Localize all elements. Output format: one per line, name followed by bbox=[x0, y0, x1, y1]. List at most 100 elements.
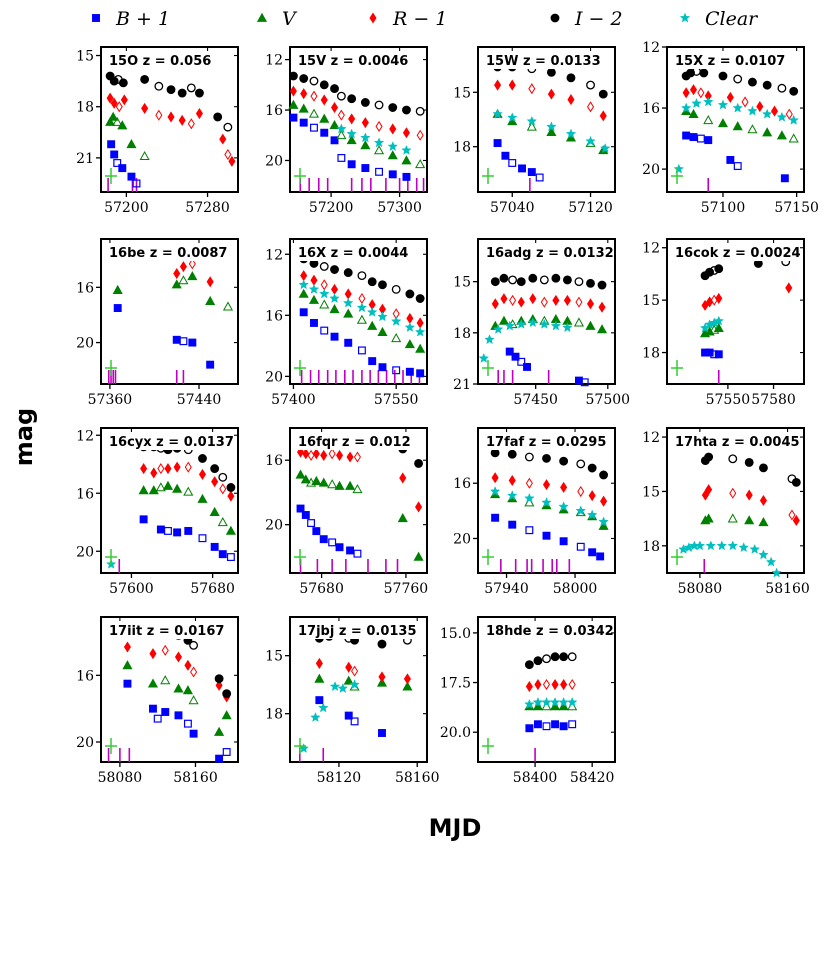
panel-label-bg bbox=[294, 52, 423, 69]
point-v-band bbox=[732, 121, 743, 131]
point-r-band bbox=[161, 644, 169, 656]
panel-15V: 57200 57300 12 16 20 15V z = 0.0046 bbox=[265, 46, 428, 216]
x-tick-label: 57360 bbox=[88, 392, 133, 408]
point-clear-band bbox=[599, 143, 611, 153]
point-i-band bbox=[789, 86, 799, 96]
point-i-band bbox=[402, 105, 411, 115]
point-b-band bbox=[107, 140, 116, 149]
point-v-band bbox=[377, 326, 388, 336]
point-v-band bbox=[402, 681, 413, 691]
point-r-band bbox=[517, 296, 525, 308]
point-r-band bbox=[110, 97, 118, 109]
point-r-band bbox=[542, 678, 551, 691]
legend-item-square: B + 1 bbox=[92, 8, 170, 30]
point-b-band bbox=[517, 357, 526, 366]
point-r-band bbox=[320, 449, 328, 461]
panel-label: 16X z = 0.0044 bbox=[298, 246, 408, 261]
point-b-band bbox=[226, 553, 235, 562]
point-r-band bbox=[508, 79, 516, 91]
point-i-band bbox=[309, 76, 319, 86]
point-b-band bbox=[511, 352, 520, 361]
legend-marker-circle bbox=[550, 13, 560, 23]
point-b-band bbox=[319, 535, 328, 544]
point-r-band bbox=[375, 120, 383, 132]
point-b-band bbox=[505, 347, 514, 356]
point-r-band bbox=[179, 261, 187, 273]
point-b-band bbox=[123, 679, 132, 688]
point-v-band bbox=[573, 317, 584, 327]
series-v-band bbox=[490, 313, 608, 334]
series-i-band bbox=[490, 448, 609, 480]
point-i-band bbox=[154, 81, 164, 91]
point-v-band bbox=[225, 525, 236, 535]
point-r-band bbox=[697, 87, 705, 99]
point-clear-band bbox=[298, 279, 309, 290]
y-tick-label: 16 bbox=[76, 486, 94, 502]
point-clear-band bbox=[516, 318, 527, 329]
point-b-band bbox=[320, 326, 329, 335]
point-i-band bbox=[223, 122, 233, 132]
point-clear-band bbox=[788, 114, 799, 125]
y-tick-label: 20 bbox=[265, 518, 283, 534]
point-b-band bbox=[301, 511, 310, 519]
point-b-band bbox=[357, 346, 366, 355]
point-b-band bbox=[780, 174, 789, 183]
point-r-band bbox=[224, 148, 232, 161]
point-clear-band bbox=[336, 123, 347, 134]
point-b-band bbox=[682, 131, 691, 140]
series-b-band bbox=[701, 348, 723, 359]
series-v-band bbox=[700, 513, 769, 527]
point-clear-band bbox=[727, 540, 739, 551]
y-tick-label: 17.5 bbox=[440, 676, 471, 692]
x-tick-label: 57300 bbox=[377, 200, 422, 216]
point-v-band bbox=[703, 115, 714, 125]
y-tick-label: 15 bbox=[265, 649, 283, 665]
point-v-band bbox=[762, 127, 773, 137]
point-r-band bbox=[547, 88, 555, 100]
point-i-band bbox=[551, 273, 561, 283]
point-r-band bbox=[215, 679, 223, 691]
point-r-band bbox=[416, 129, 424, 141]
point-clear-band bbox=[360, 132, 371, 143]
point-i-band bbox=[598, 89, 608, 99]
x-tick-label: 58080 bbox=[678, 581, 723, 597]
panel-frame bbox=[289, 238, 428, 385]
point-i-band bbox=[574, 277, 584, 287]
point-i-band bbox=[414, 459, 423, 468]
point-clear-band bbox=[765, 556, 777, 567]
point-r-band bbox=[525, 680, 533, 693]
point-r-band bbox=[328, 448, 336, 460]
point-v-band bbox=[197, 493, 208, 503]
point-v-band bbox=[329, 119, 340, 130]
point-clear-band bbox=[366, 306, 378, 317]
point-r-band bbox=[164, 463, 172, 475]
point-r-band bbox=[106, 92, 114, 104]
point-r-band bbox=[508, 474, 516, 487]
point-b-band bbox=[402, 172, 411, 181]
series-clear-band bbox=[678, 540, 782, 578]
point-v-band bbox=[105, 116, 116, 126]
point-i-band bbox=[599, 470, 609, 480]
point-b-band bbox=[596, 552, 605, 561]
point-i-band bbox=[777, 83, 787, 93]
y-tick-label: 12 bbox=[265, 53, 283, 69]
point-v-band bbox=[387, 150, 398, 160]
point-v-band bbox=[367, 320, 378, 330]
point-r-band bbox=[190, 666, 198, 678]
point-v-band bbox=[221, 710, 232, 720]
point-v-band bbox=[298, 103, 309, 113]
point-i-band bbox=[559, 456, 569, 466]
series-b-band bbox=[107, 140, 141, 188]
point-v-band bbox=[744, 515, 755, 525]
point-clear-band bbox=[558, 696, 569, 707]
point-r-band bbox=[788, 509, 796, 521]
point-i-band bbox=[550, 652, 560, 662]
point-clear-band bbox=[308, 283, 320, 294]
point-b-band bbox=[525, 526, 534, 535]
y-tick-label: 16 bbox=[76, 668, 94, 684]
point-b-band bbox=[733, 162, 742, 171]
legend-label: R − 1 bbox=[392, 8, 447, 30]
point-clear-band bbox=[489, 486, 501, 496]
point-clear-band bbox=[566, 696, 578, 707]
point-i-band bbox=[377, 639, 387, 649]
